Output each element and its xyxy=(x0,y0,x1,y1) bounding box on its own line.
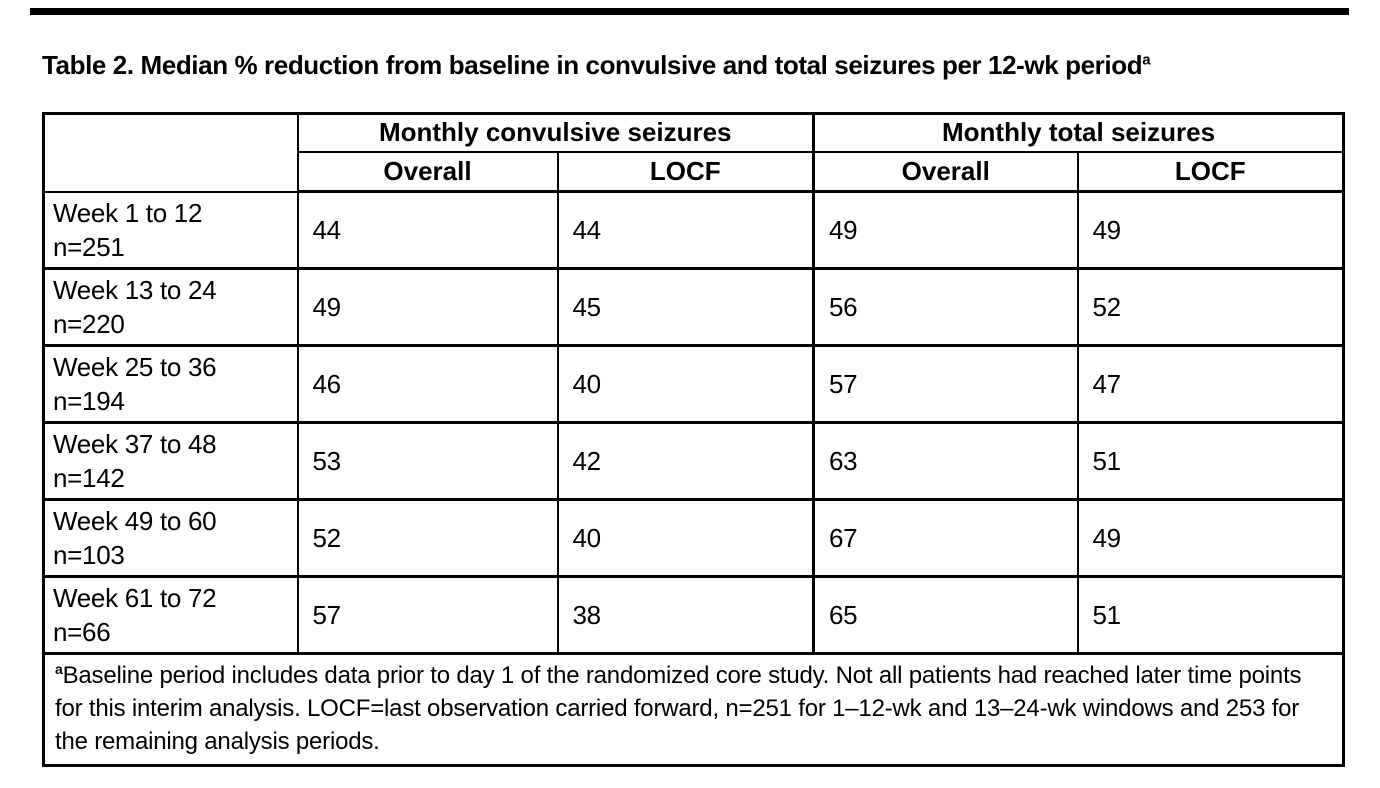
table-footnote: aBaseline period includes data prior to … xyxy=(42,652,1345,767)
period-cell: Week 1 to 12 n=251 xyxy=(42,190,299,270)
value-cell: 65 xyxy=(812,575,1079,655)
subheader-total-locf: LOCF xyxy=(1076,150,1345,193)
value-cell: 46 xyxy=(296,344,559,424)
value-cell: 45 xyxy=(556,267,815,347)
top-border-bar xyxy=(30,8,1349,15)
value-cell: 42 xyxy=(556,421,815,501)
value-cell: 47 xyxy=(1076,344,1345,424)
value-cell: 51 xyxy=(1076,575,1345,655)
table-title-superscript: a xyxy=(1142,51,1151,69)
period-label: Week 61 to 72 xyxy=(53,583,217,613)
subheader-total-overall: Overall xyxy=(812,150,1079,193)
value-cell: 52 xyxy=(1076,267,1345,347)
table-header: Monthly convulsive seizures Monthly tota… xyxy=(42,112,1345,193)
table-row: Week 37 to 48 n=142 53 42 63 51 xyxy=(42,421,1345,501)
group-header-row: Monthly convulsive seizures Monthly tota… xyxy=(42,112,1345,193)
value-cell: 52 xyxy=(296,498,559,578)
corner-cell xyxy=(42,112,299,193)
value-cell: 57 xyxy=(812,344,1079,424)
value-cell: 40 xyxy=(556,344,815,424)
footnote-row: aBaseline period includes data prior to … xyxy=(42,652,1345,767)
value-cell: 49 xyxy=(812,190,1079,270)
n-count: n=251 xyxy=(53,231,125,262)
n-count: n=103 xyxy=(53,540,125,570)
value-cell: 49 xyxy=(296,267,559,347)
period-label: Week 37 to 48 xyxy=(53,429,217,459)
n-count: n=194 xyxy=(53,386,125,416)
value-cell: 44 xyxy=(556,190,815,270)
table-row: Week 49 to 60 n=103 52 40 67 49 xyxy=(42,498,1345,578)
value-cell: 53 xyxy=(296,421,559,501)
group-header-convulsive: Monthly convulsive seizures xyxy=(296,112,815,153)
table-row: Week 25 to 36 n=194 46 40 57 47 xyxy=(42,344,1345,424)
period-cell: Week 25 to 36 n=194 xyxy=(42,344,299,424)
value-cell: 57 xyxy=(296,575,559,655)
value-cell: 49 xyxy=(1076,498,1345,578)
page-title: Table 2. Median % reduction from baselin… xyxy=(42,50,1151,81)
seizure-table: Monthly convulsive seizures Monthly tota… xyxy=(42,112,1346,767)
value-cell: 67 xyxy=(812,498,1079,578)
value-cell: 40 xyxy=(556,498,815,578)
period-label: Week 1 to 12 xyxy=(53,197,203,228)
value-cell: 63 xyxy=(812,421,1079,501)
value-cell: 44 xyxy=(296,190,559,270)
table-row: Week 1 to 12 n=251 44 44 49 49 xyxy=(42,190,1345,270)
value-cell: 38 xyxy=(556,575,815,655)
period-label: Week 13 to 24 xyxy=(53,275,217,305)
period-label: Week 49 to 60 xyxy=(53,506,217,536)
value-cell: 56 xyxy=(812,267,1079,347)
period-cell: Week 49 to 60 n=103 xyxy=(42,498,299,578)
table-body: Week 1 to 12 n=251 44 44 49 49 Week 13 t… xyxy=(42,190,1345,767)
subheader-convulsive-overall: Overall xyxy=(296,150,559,193)
table-title-text: Table 2. Median % reduction from baselin… xyxy=(42,50,1143,80)
n-count: n=66 xyxy=(53,617,111,647)
footnote-text: Baseline period includes data prior to d… xyxy=(55,662,1302,755)
subheader-convulsive-locf: LOCF xyxy=(556,150,815,193)
period-cell: Week 37 to 48 n=142 xyxy=(42,421,299,501)
table-row: Week 61 to 72 n=66 57 38 65 51 xyxy=(42,575,1345,655)
value-cell: 51 xyxy=(1076,421,1345,501)
value-cell: 49 xyxy=(1076,190,1345,270)
period-cell: Week 61 to 72 n=66 xyxy=(42,575,299,655)
n-count: n=220 xyxy=(53,309,125,339)
period-cell: Week 13 to 24 n=220 xyxy=(42,267,299,347)
period-label: Week 25 to 36 xyxy=(53,352,217,382)
sub-header-row: Overall LOCF Overall LOCF xyxy=(44,150,1345,193)
table-row: Week 13 to 24 n=220 49 45 56 52 xyxy=(42,267,1345,347)
footnote-marker: a xyxy=(55,661,63,677)
group-header-total: Monthly total seizures xyxy=(811,112,1345,153)
n-count: n=142 xyxy=(53,463,125,493)
